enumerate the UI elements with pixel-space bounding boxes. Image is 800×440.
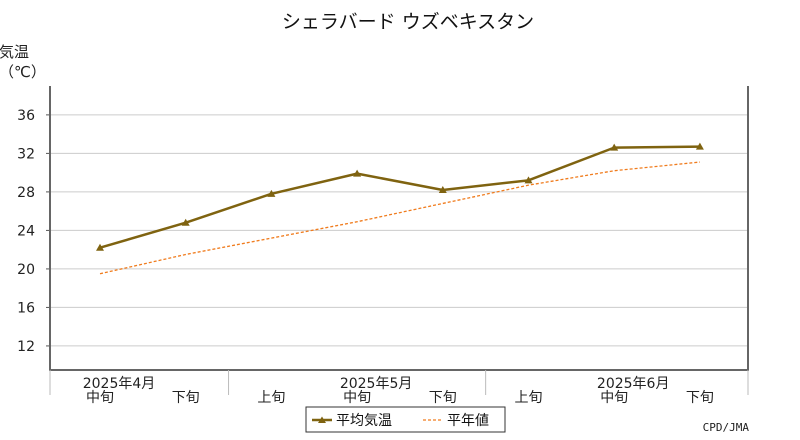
x-month-label: 2025年4月 <box>83 376 156 392</box>
x-tick-label: 下旬 <box>429 390 457 406</box>
x-tick-label: 上旬 <box>257 390 285 406</box>
series-line-2 <box>99 161 700 275</box>
legend-label-series-2: 平年値 <box>447 413 489 429</box>
data-point-marker <box>610 143 619 151</box>
series-lines <box>96 142 704 275</box>
x-tick-label: 上旬 <box>515 390 543 406</box>
legend-box <box>305 406 506 433</box>
gridlines <box>46 114 748 347</box>
legend: 平均気温 平年値 <box>305 406 506 433</box>
series-line-1 <box>99 145 700 249</box>
x-tick-label: 中旬 <box>600 390 628 406</box>
x-tick-labels: 中旬 下旬 上旬 中旬 下旬 上旬 中旬 下旬 2025年4月 2025年5月 2025年6月 <box>83 376 714 406</box>
y-tick-label: 28 <box>17 185 35 201</box>
x-tick-label: 下旬 <box>686 390 714 406</box>
y-tick-label: 36 <box>17 108 35 124</box>
axis-frame <box>49 86 749 371</box>
y-axis-label: 気温 <box>0 43 29 61</box>
data-point-marker <box>695 142 704 150</box>
x-month-label: 2025年6月 <box>597 376 670 392</box>
data-point-marker <box>96 243 104 251</box>
data-point-marker <box>181 218 190 226</box>
source-credit: CPD/JMA <box>703 421 750 434</box>
x-month-label: 2025年5月 <box>340 376 413 392</box>
y-axis-unit: （℃） <box>0 63 46 81</box>
data-point-marker <box>524 176 533 184</box>
plot-frame <box>49 86 749 395</box>
x-tick-label: 中旬 <box>343 390 371 406</box>
legend-label-series-1: 平均気温 <box>336 413 392 429</box>
chart-title: シェラバード ウズベキスタン <box>282 11 534 33</box>
y-tick-label: 24 <box>17 223 35 239</box>
x-tick-label: 下旬 <box>172 390 200 406</box>
y-tick-label: 32 <box>17 146 35 162</box>
data-point-marker <box>438 185 447 193</box>
data-point-marker <box>353 169 362 177</box>
y-tick-labels: 12 16 20 24 28 32 36 <box>17 108 35 355</box>
data-point-marker <box>267 189 276 197</box>
x-tick-label: 中旬 <box>86 390 114 406</box>
y-tick-label: 16 <box>17 300 35 316</box>
y-tick-label: 20 <box>17 262 35 278</box>
y-tick-label: 12 <box>17 339 35 355</box>
legend-marker-series-1 <box>318 416 326 423</box>
